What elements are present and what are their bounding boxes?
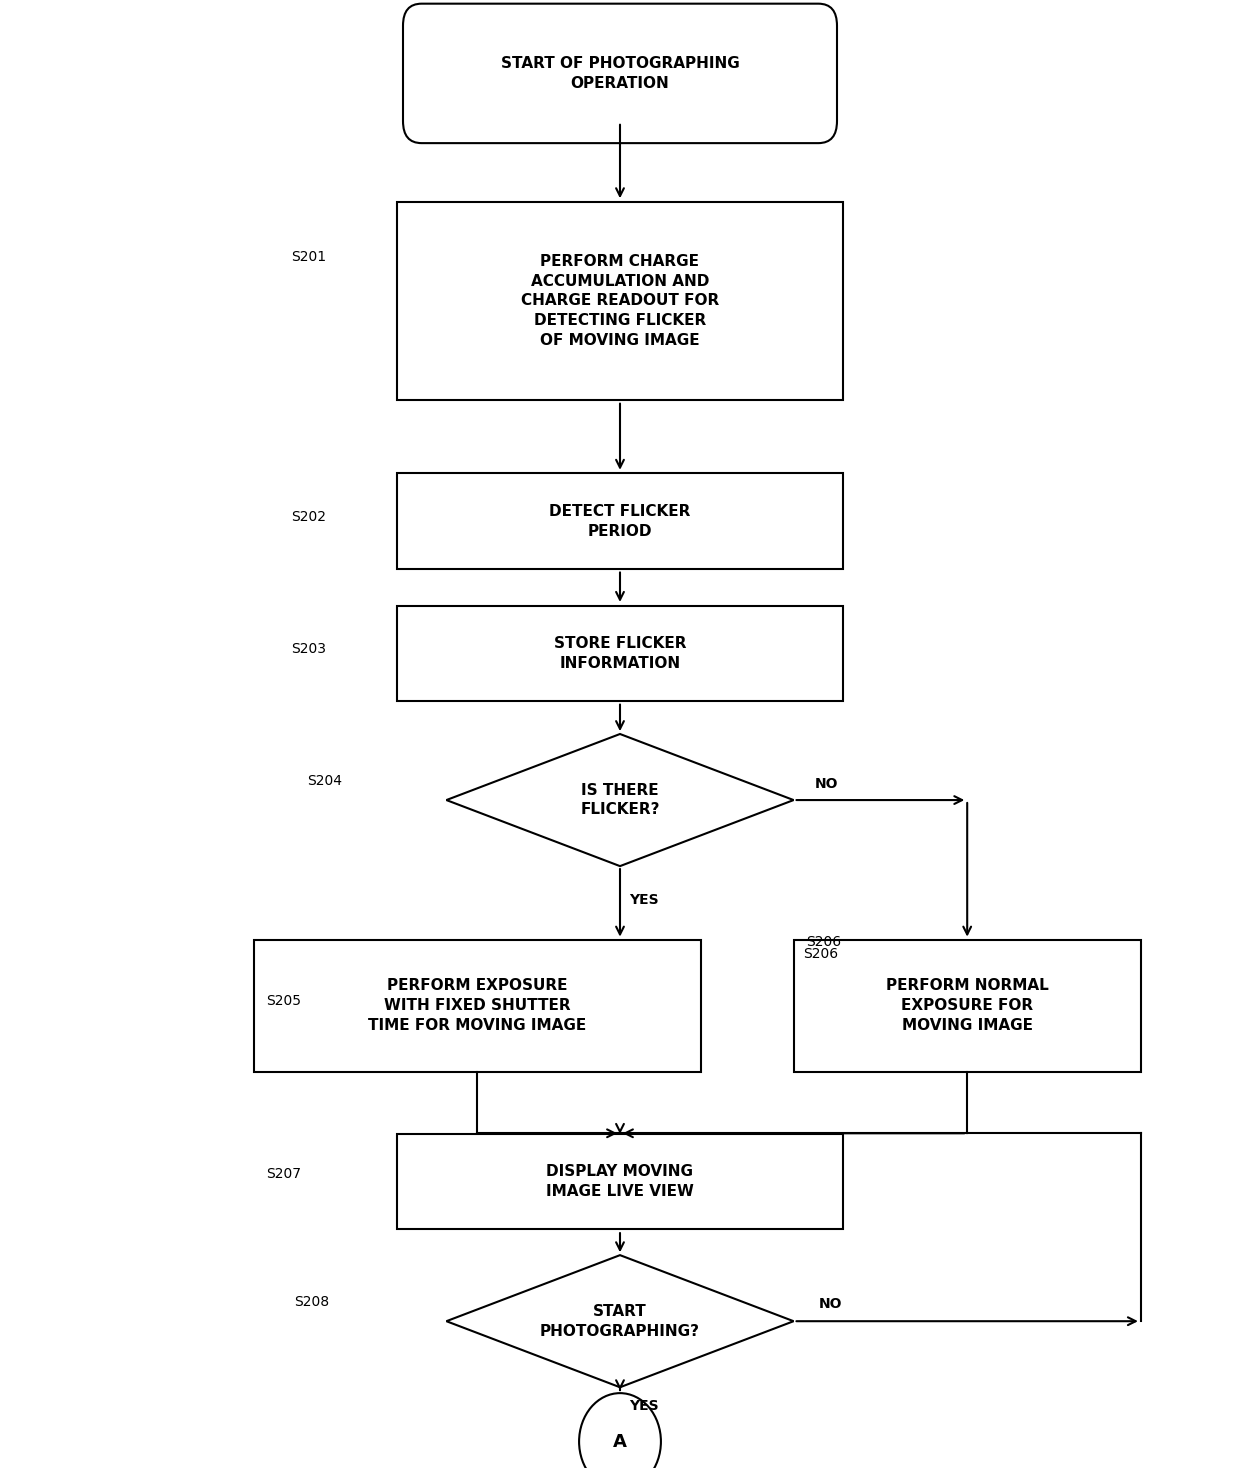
Text: S206: S206 (804, 947, 838, 962)
Text: S207: S207 (267, 1167, 301, 1182)
Text: PERFORM EXPOSURE
WITH FIXED SHUTTER
TIME FOR MOVING IMAGE: PERFORM EXPOSURE WITH FIXED SHUTTER TIME… (368, 978, 587, 1033)
Text: PERFORM CHARGE
ACCUMULATION AND
CHARGE READOUT FOR
DETECTING FLICKER
OF MOVING I: PERFORM CHARGE ACCUMULATION AND CHARGE R… (521, 254, 719, 348)
FancyBboxPatch shape (397, 201, 843, 399)
Text: START
PHOTOGRAPHING?: START PHOTOGRAPHING? (539, 1304, 701, 1339)
Text: STORE FLICKER
INFORMATION: STORE FLICKER INFORMATION (554, 636, 686, 671)
Text: YES: YES (629, 1399, 658, 1414)
Text: PERFORM NORMAL
EXPOSURE FOR
MOVING IMAGE: PERFORM NORMAL EXPOSURE FOR MOVING IMAGE (885, 978, 1049, 1033)
FancyBboxPatch shape (254, 940, 701, 1072)
FancyBboxPatch shape (397, 474, 843, 568)
Text: DISPLAY MOVING
IMAGE LIVE VIEW: DISPLAY MOVING IMAGE LIVE VIEW (546, 1164, 694, 1199)
Polygon shape (446, 1255, 794, 1387)
Text: S203: S203 (291, 642, 326, 656)
FancyBboxPatch shape (397, 1133, 843, 1230)
Text: S206: S206 (806, 935, 841, 950)
Text: START OF PHOTOGRAPHING
OPERATION: START OF PHOTOGRAPHING OPERATION (501, 56, 739, 91)
Text: DETECT FLICKER
PERIOD: DETECT FLICKER PERIOD (549, 504, 691, 539)
Text: NO: NO (818, 1296, 842, 1311)
Text: NO: NO (815, 777, 838, 791)
Text: YES: YES (629, 893, 658, 907)
FancyBboxPatch shape (403, 4, 837, 144)
Text: IS THERE
FLICKER?: IS THERE FLICKER? (580, 782, 660, 818)
FancyBboxPatch shape (794, 940, 1141, 1072)
Text: S201: S201 (291, 250, 326, 264)
Text: S202: S202 (291, 509, 326, 524)
Text: S204: S204 (308, 774, 342, 788)
Polygon shape (446, 734, 794, 866)
FancyBboxPatch shape (397, 605, 843, 700)
Text: S205: S205 (267, 994, 301, 1009)
Circle shape (579, 1393, 661, 1468)
Text: A: A (613, 1433, 627, 1450)
Text: S208: S208 (294, 1295, 329, 1309)
